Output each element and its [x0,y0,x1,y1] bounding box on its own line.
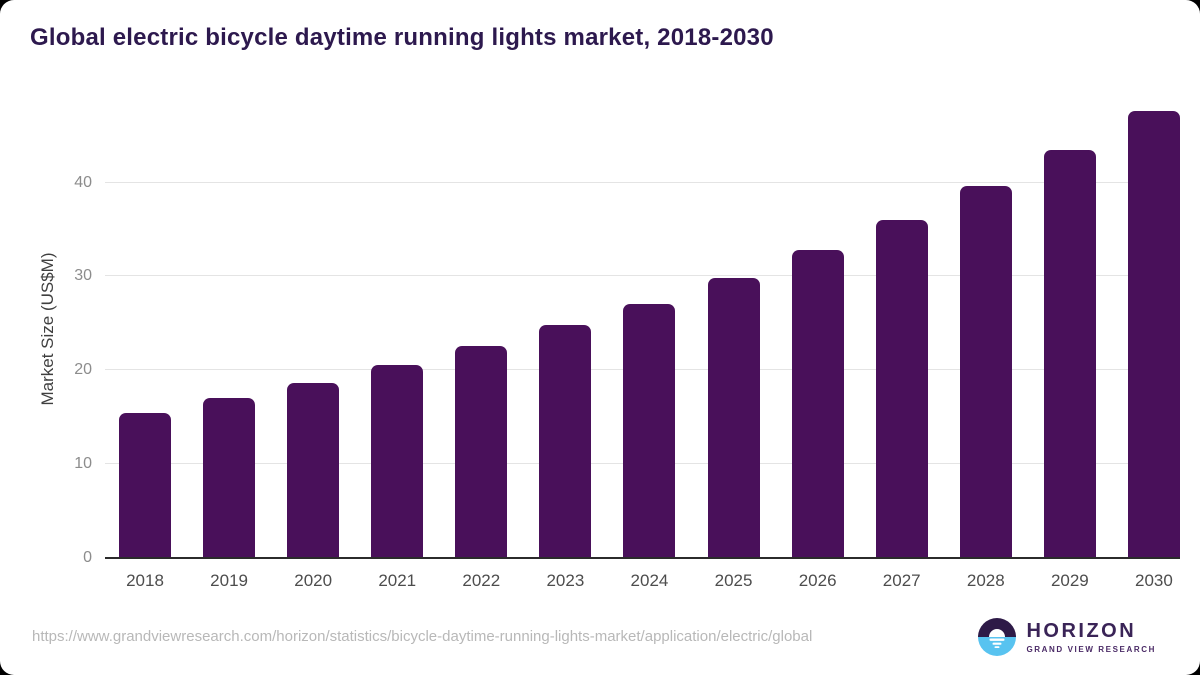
logo-subtitle: GRAND VIEW RESEARCH [1026,644,1156,654]
bar [959,186,1012,558]
bar [1043,149,1096,558]
bar [623,303,676,558]
bar-column: 2030 [1127,100,1180,590]
horizon-logo: HORIZON GRAND VIEW RESEARCH [978,618,1156,656]
logo-name: HORIZON [1026,619,1137,642]
x-tick-label: 2028 [966,571,1005,590]
bar-column: 2019 [203,100,256,590]
bar-column: 2028 [959,100,1012,590]
bar-column: 2024 [623,100,676,590]
y-axis-tick-labels: 0 10 20 30 40 [0,100,92,566]
x-tick-label: 2027 [882,571,921,590]
bar [875,220,928,558]
bar-column: 2020 [287,100,340,590]
x-tick-label: 2023 [546,571,585,590]
y-tick-label: 20 [74,361,92,379]
bar-column: 2026 [791,100,844,590]
bars-container: 2018 2019 2020 2021 2022 2023 2024 2025 2026 2027… [105,100,1180,590]
x-tick-label: 2018 [126,571,164,590]
y-tick-label: 10 [74,455,92,473]
bar [455,345,508,558]
bar [1127,111,1180,558]
bar [287,382,340,558]
bar [119,412,171,558]
x-tick-label: 2026 [798,571,837,590]
bar-column: 2029 [1043,100,1096,590]
bar [791,250,844,558]
x-axis-line [105,557,1180,559]
chart-title: Global electric bicycle daytime running … [30,24,774,51]
x-tick-label: 2019 [210,571,248,590]
bar-column: 2022 [455,100,508,590]
logo-text: HORIZON GRAND VIEW RESEARCH [1026,619,1156,654]
x-tick-label: 2022 [462,571,501,590]
x-tick-label: 2024 [630,571,669,590]
x-tick-label: 2025 [714,571,753,590]
x-tick-label: 2021 [378,571,417,590]
sun-over-horizon-icon [978,618,1017,656]
bar-column: 2023 [539,100,592,590]
gridline [105,275,1180,277]
bar [707,278,760,558]
y-tick-label: 30 [74,267,92,285]
y-tick-label: 0 [83,549,92,566]
y-tick-label: 40 [74,173,92,191]
x-tick-label: 2029 [1050,571,1089,590]
bar-column: 2027 [875,100,928,590]
bar-column: 2025 [707,100,760,590]
bar-column: 2021 [371,100,424,590]
source-url: https://www.grandviewresearch.com/horizo… [32,628,813,645]
bar [203,397,256,558]
bar-column: 2018 [119,100,171,590]
bar [371,364,424,558]
bar [539,325,592,558]
gridline [105,181,1180,183]
x-tick-label: 2020 [294,571,333,590]
x-tick-label: 2030 [1135,571,1173,590]
plot-area: 2018 2019 2020 2021 2022 2023 2024 2025 2026 2027… [105,100,1180,590]
